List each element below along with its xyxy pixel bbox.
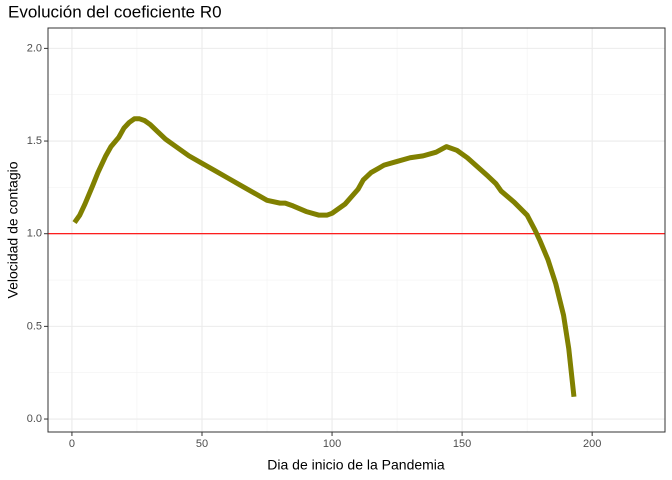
y-tick-label: 0.0	[27, 413, 42, 425]
data-line	[72, 116, 577, 398]
x-tick-label: 100	[323, 438, 341, 450]
x-axis-label: Dia de inicio de la Pandemia	[267, 457, 445, 473]
x-tick-label: 0	[69, 438, 75, 450]
y-tick-label: 1.5	[27, 135, 42, 147]
y-axis-label: Velocidad de contagio	[5, 161, 21, 298]
y-tick-label: 1.0	[27, 228, 42, 240]
plot-border	[47, 27, 666, 433]
x-tick-label: 50	[196, 438, 208, 450]
y-tick-label: 0.5	[27, 320, 42, 332]
chart-title: Evolución del coeficiente R0	[8, 2, 222, 21]
y-tick-label: 2.0	[27, 42, 42, 54]
x-tick-label: 150	[453, 438, 471, 450]
x-tick-label: 200	[583, 438, 601, 450]
